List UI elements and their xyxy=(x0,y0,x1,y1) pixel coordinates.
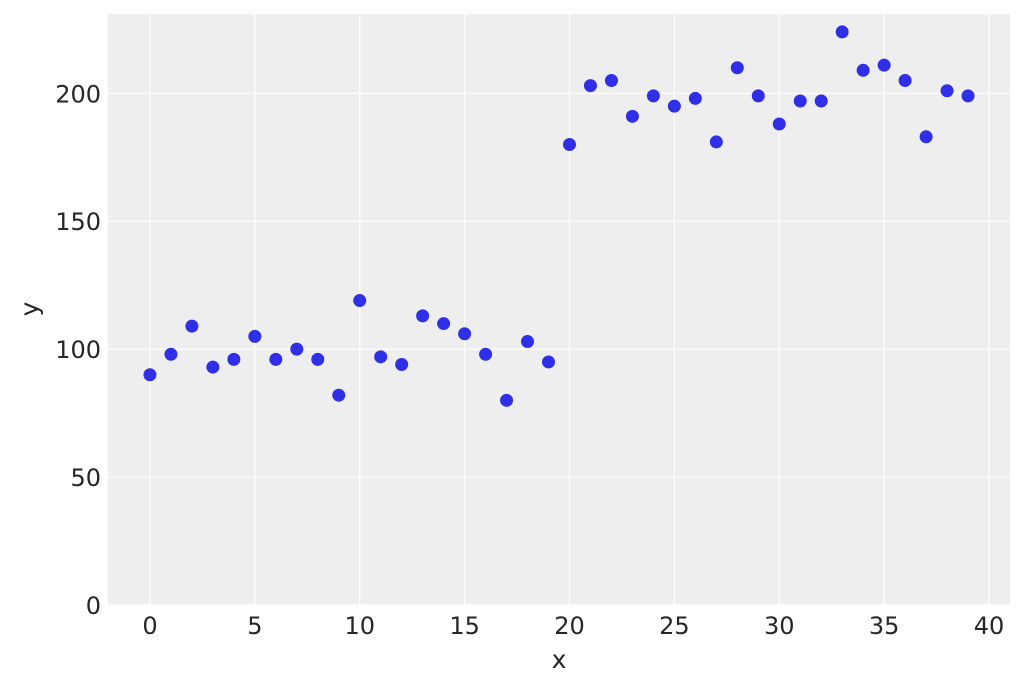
x-axis-label: x xyxy=(552,645,567,674)
y-tick-labels: 0 50 100 150 200 xyxy=(55,80,101,620)
data-point xyxy=(542,355,556,369)
x-tick-label: 20 xyxy=(554,612,585,640)
data-point xyxy=(185,319,199,333)
data-point xyxy=(667,99,681,113)
x-tick-label: 15 xyxy=(449,612,480,640)
data-point xyxy=(500,393,514,407)
data-point xyxy=(709,135,723,149)
data-point xyxy=(730,61,744,75)
x-tick-label: 35 xyxy=(869,612,900,640)
data-point xyxy=(898,74,912,88)
plot-area xyxy=(108,14,1010,605)
data-point xyxy=(521,334,535,348)
y-axis-label: y xyxy=(15,301,44,316)
data-point xyxy=(479,347,493,361)
data-point xyxy=(164,347,178,361)
data-point xyxy=(353,294,367,308)
data-point xyxy=(248,329,262,343)
data-point xyxy=(269,352,283,366)
data-point xyxy=(206,360,220,374)
data-point xyxy=(562,137,576,151)
data-point xyxy=(143,368,157,382)
data-point xyxy=(458,327,472,341)
data-point xyxy=(416,309,430,323)
data-point xyxy=(290,342,304,356)
data-point xyxy=(793,94,807,108)
y-tick-label: 50 xyxy=(70,464,101,492)
data-point xyxy=(604,74,618,88)
data-point xyxy=(332,388,346,402)
data-point xyxy=(583,79,597,93)
x-tick-label: 5 xyxy=(247,612,262,640)
y-tick-label: 200 xyxy=(55,80,101,108)
data-points xyxy=(143,25,975,407)
data-point xyxy=(961,89,975,103)
x-tick-label: 10 xyxy=(344,612,375,640)
data-point xyxy=(646,89,660,103)
x-tick-label: 0 xyxy=(142,612,157,640)
data-point xyxy=(814,94,828,108)
data-point xyxy=(311,352,325,366)
x-tick-label: 30 xyxy=(764,612,795,640)
data-point xyxy=(688,91,702,105)
data-point xyxy=(835,25,849,39)
data-point xyxy=(227,352,241,366)
data-point xyxy=(772,117,786,131)
y-tick-label: 0 xyxy=(86,592,101,620)
data-point xyxy=(856,63,870,77)
y-tick-label: 100 xyxy=(55,336,101,364)
data-point xyxy=(395,358,409,372)
x-tick-labels: 0 5 10 15 20 25 30 35 40 xyxy=(142,612,1004,640)
data-point xyxy=(919,130,933,144)
data-point xyxy=(374,350,388,364)
data-point xyxy=(940,84,954,98)
data-point xyxy=(625,109,639,123)
data-point xyxy=(877,58,891,72)
x-tick-label: 25 xyxy=(659,612,690,640)
x-tick-label: 40 xyxy=(974,612,1005,640)
data-point xyxy=(751,89,765,103)
data-point xyxy=(437,317,451,331)
y-tick-label: 150 xyxy=(55,208,101,236)
